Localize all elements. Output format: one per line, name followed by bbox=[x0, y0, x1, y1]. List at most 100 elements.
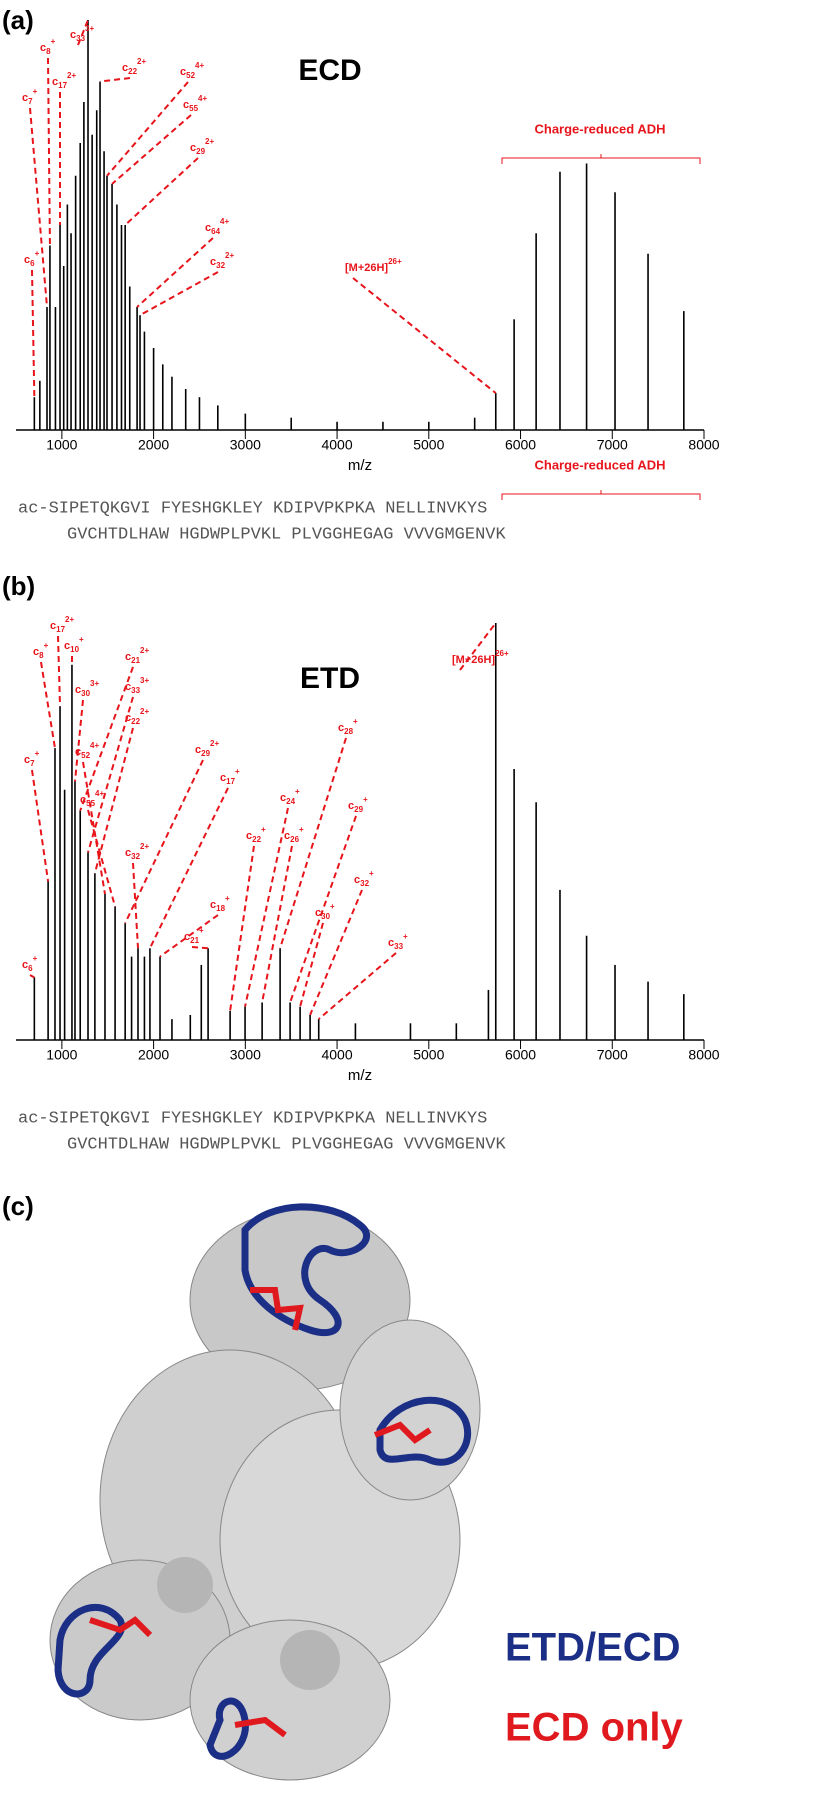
annotation-index: 22 bbox=[128, 67, 137, 76]
annotation-label: c554+ bbox=[80, 789, 104, 808]
annotation-ion: c bbox=[75, 746, 81, 758]
annotation-charge: + bbox=[33, 87, 38, 96]
annotation-connector bbox=[29, 974, 35, 979]
bracket-label: Charge-reduced ADH bbox=[535, 457, 666, 472]
annotation-label: c17+ bbox=[220, 767, 240, 786]
annotation-label: c33+ bbox=[388, 932, 408, 951]
annotation-label: c222+ bbox=[122, 57, 146, 76]
annotation-connector bbox=[309, 889, 363, 1016]
annotation-charge: + bbox=[51, 37, 56, 46]
annotation-ion: c bbox=[40, 42, 46, 54]
annotation-charge: 2+ bbox=[140, 646, 149, 655]
annotation-connector bbox=[87, 809, 117, 907]
annotation-ion: c bbox=[24, 254, 30, 266]
annotation-charge: + bbox=[199, 926, 204, 935]
annotation-connector bbox=[73, 699, 84, 782]
annotation-connector bbox=[87, 696, 134, 853]
x-tick-label: 6000 bbox=[505, 1047, 536, 1063]
annotation-connector bbox=[40, 661, 56, 749]
ecd-only-region bbox=[250, 1287, 304, 1331]
annotation-connector bbox=[139, 271, 219, 317]
annotation-connector bbox=[31, 269, 36, 398]
chart-title: ECD bbox=[298, 54, 361, 87]
annotation-charge: + bbox=[353, 717, 358, 726]
annotation-charge: + bbox=[225, 894, 230, 903]
annotation-label: c21+ bbox=[184, 926, 204, 945]
annotation-connector bbox=[29, 107, 49, 308]
annotation-ion: c bbox=[22, 92, 28, 104]
annotation-charge: 3+ bbox=[140, 676, 149, 685]
x-tick-label: 8000 bbox=[688, 1047, 719, 1063]
annotation-charge: 3+ bbox=[85, 24, 94, 33]
annotation-connector bbox=[111, 114, 192, 185]
annotation-ion: c bbox=[50, 620, 56, 632]
annotation-index: 30 bbox=[81, 689, 90, 698]
annotation-label: [M+26H]26+ bbox=[345, 257, 402, 274]
annotation-ion: c bbox=[180, 66, 186, 78]
annotation-index: 33 bbox=[131, 686, 140, 695]
annotation-connector bbox=[191, 946, 209, 950]
annotation-label: c26+ bbox=[284, 825, 304, 844]
annotation-index: 8 bbox=[46, 47, 51, 56]
annotation-connector bbox=[57, 635, 62, 707]
x-tick-label: 4000 bbox=[321, 1047, 352, 1063]
chart-title: ETD bbox=[300, 662, 360, 695]
annotation-connector bbox=[31, 769, 50, 882]
annotation-ion: c bbox=[64, 640, 70, 652]
annotation-index: 17 bbox=[58, 81, 67, 90]
annotation-index: 32 bbox=[131, 852, 140, 861]
annotation-index: 33 bbox=[76, 34, 85, 43]
annotation-label: c172+ bbox=[50, 615, 74, 634]
annotation-charge: + bbox=[261, 825, 266, 834]
annotation-ion: c bbox=[354, 874, 360, 886]
x-tick-label: 2000 bbox=[138, 1047, 169, 1063]
annotation-label: c29+ bbox=[348, 795, 368, 814]
annotation-index: 6 bbox=[28, 964, 33, 973]
annotation-charge: 2+ bbox=[137, 57, 146, 66]
etd-ecd-region bbox=[206, 1697, 249, 1760]
annotation-label: c172+ bbox=[52, 71, 76, 90]
ligand bbox=[157, 1557, 213, 1613]
annotation-label: c18+ bbox=[210, 894, 230, 913]
annotation-ion: c bbox=[205, 222, 211, 234]
annotation-label: c212+ bbox=[125, 646, 149, 665]
x-tick-label: 5000 bbox=[413, 437, 444, 453]
annotation-label: c8+ bbox=[40, 37, 56, 56]
annotation-charge: 2+ bbox=[65, 615, 74, 624]
annotation-connector bbox=[47, 57, 51, 246]
annotation-label: c7+ bbox=[22, 87, 38, 106]
annotation-ion: c bbox=[33, 646, 39, 658]
annotation-charge: 2+ bbox=[140, 707, 149, 716]
sequence-line: GVCHTDLHAW HGDWPLPVKL PLVGGHEGAG VVVGMGE… bbox=[67, 525, 506, 544]
x-tick-label: 7000 bbox=[597, 437, 628, 453]
annotation-ion: c bbox=[284, 830, 290, 842]
ecd-only-region bbox=[234, 1716, 287, 1738]
annotation-index: 22 bbox=[252, 835, 261, 844]
annotation-ion: [M+26H] bbox=[452, 654, 495, 666]
annotation-connector bbox=[289, 815, 357, 1003]
annotation-label: [M+26H]26+ bbox=[452, 649, 509, 666]
annotation-connector bbox=[93, 727, 134, 874]
annotation-charge: 4+ bbox=[195, 61, 204, 70]
annotation-ion: c bbox=[210, 899, 216, 911]
annotation-label: c292+ bbox=[190, 137, 214, 156]
x-tick-label: 6000 bbox=[505, 437, 536, 453]
bracket bbox=[501, 490, 701, 500]
annotation-connector bbox=[229, 845, 255, 1011]
annotation-connector bbox=[99, 77, 131, 83]
annotation-ion: c bbox=[22, 959, 28, 971]
annotation-ion: c bbox=[80, 794, 86, 806]
ecd-only-region bbox=[373, 1421, 432, 1444]
annotation-charge: + bbox=[369, 869, 374, 878]
annotation-index: 29 bbox=[354, 805, 363, 814]
annotation-connector bbox=[106, 81, 189, 177]
annotation-ion: c bbox=[125, 712, 131, 724]
etd-ecd-region bbox=[54, 1603, 126, 1698]
annotation-label: c333+ bbox=[125, 676, 149, 695]
annotation-index: 24 bbox=[286, 797, 295, 806]
annotation-ion: c bbox=[246, 830, 252, 842]
annotation-charge: 2+ bbox=[140, 842, 149, 851]
annotation-index: 29 bbox=[196, 147, 205, 156]
x-tick-label: 8000 bbox=[688, 437, 719, 453]
